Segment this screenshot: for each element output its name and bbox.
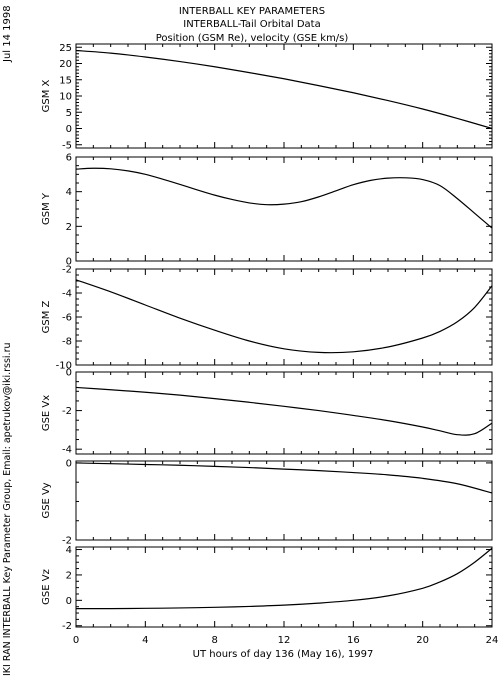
panel-6-ylabel: GSE Vz <box>41 569 52 605</box>
panel-6: GSE Vz 4 2 0 -2 <box>41 545 493 632</box>
panel-2-ylabel: GSM Y <box>41 192 52 225</box>
panel-1-ytick-label: 20 <box>59 59 72 70</box>
panel-6-ytick-label: -2 <box>62 621 72 632</box>
panel-3-ylabel: GSM Z <box>41 300 52 333</box>
panel-6-ytick-label: 4 <box>66 545 72 556</box>
panel-4-series-line <box>75 386 493 436</box>
panel-2-ytick-label: 0 <box>66 257 72 268</box>
header-description: Position (GSM Re), velocity (GSE km/s) <box>156 33 349 44</box>
panel-3-series-line <box>75 279 493 354</box>
panel-4-frame <box>75 371 493 455</box>
panel-2-ytick-label: 4 <box>66 187 72 198</box>
panel-1-series-line <box>75 49 493 130</box>
x-tick-label: 24 <box>486 635 499 646</box>
panel-4-ytick-label: -2 <box>62 406 72 417</box>
panel-5-ylabel: GSE Vy <box>41 482 52 518</box>
panel-1-ylabel: GSM X <box>41 79 52 112</box>
x-tick-label: 8 <box>211 635 217 646</box>
header-title: INTERBALL KEY PARAMETERS <box>179 6 325 17</box>
x-axis: 0 4 8 12 16 20 24 <box>73 635 499 646</box>
side-date: Jul 14 1998 <box>2 5 13 63</box>
panel-1: GSM X 25 20 15 10 5 0 -5 <box>41 43 493 151</box>
panel-5: GSE Vy 0 -2 <box>41 458 493 547</box>
panel-5-frame <box>75 460 493 541</box>
panel-3-ytick-label: -2 <box>62 265 72 276</box>
x-axis-label: UT hours of day 136 (May 16), 1997 <box>193 649 374 660</box>
panel-1-frame <box>75 43 493 149</box>
x-tick-label: 12 <box>278 635 291 646</box>
panel-1-ytick-label: 0 <box>66 124 72 135</box>
panel-3-ytick-label: -4 <box>62 289 72 300</box>
panel-1-ytick-label: 25 <box>59 43 72 54</box>
panel-3-ytick-label: -6 <box>62 313 72 324</box>
panel-5-ytick-label: 0 <box>66 458 72 469</box>
panel-6-ytick-label: 2 <box>66 570 72 581</box>
panel-2-ytick-label: 2 <box>66 222 72 233</box>
x-tick-label: 16 <box>347 635 360 646</box>
panel-5-ytick-label: -2 <box>62 536 72 547</box>
panel-1-ytick-label: 10 <box>59 92 72 103</box>
panel-3-frame <box>75 268 493 366</box>
header-subtitle: INTERBALL-Tail Orbital Data <box>183 19 320 30</box>
panel-3: GSM Z -2 -4 -6 -8 -10 <box>41 265 493 372</box>
panel-6-frame <box>75 546 493 628</box>
side-credit: IKI RAN INTERBALL Key Parameter Group, E… <box>2 343 13 677</box>
panel-4-ylabel: GSE Vx <box>41 395 52 431</box>
x-tick-label: 0 <box>73 635 79 646</box>
panel-1-ytick-label: -5 <box>62 140 72 151</box>
panel-6-ytick-label: 0 <box>66 596 72 607</box>
panel-3-ytick-label: -10 <box>56 361 72 372</box>
x-tick-label: 20 <box>416 635 429 646</box>
x-tick-label: 4 <box>142 635 148 646</box>
panel-4-ytick-label: 0 <box>66 368 72 379</box>
panel-3-ytick-label: -8 <box>62 337 72 348</box>
panel-5-series-line <box>75 462 493 494</box>
panel-1-ytick-label: 15 <box>59 75 72 86</box>
panel-2: GSM Y 6 4 2 0 <box>41 153 493 268</box>
panel-6-series-line <box>75 547 493 610</box>
panel-4-ytick-label: -4 <box>62 445 72 456</box>
panel-1-ytick-label: 5 <box>66 108 72 119</box>
panel-2-series-line <box>75 167 493 229</box>
panel-4: GSE Vx 0 -2 -4 <box>41 368 493 456</box>
panel-2-ytick-label: 6 <box>66 153 72 164</box>
